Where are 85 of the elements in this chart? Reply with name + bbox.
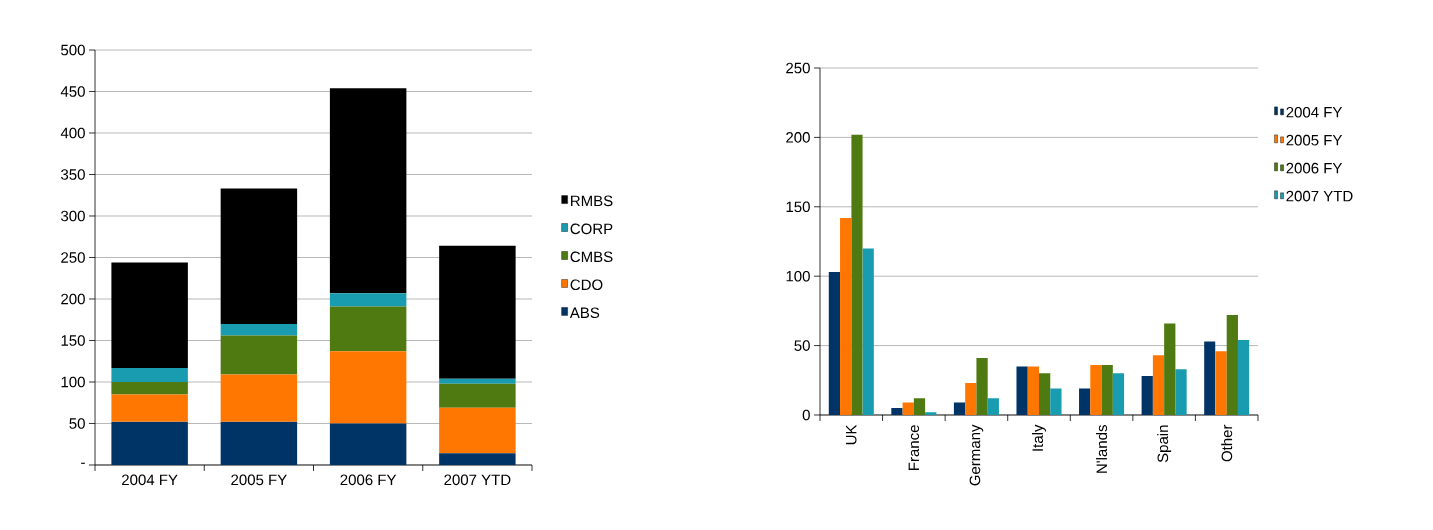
y-tick-label: - xyxy=(81,462,85,464)
y-tick-label: 450 xyxy=(60,86,85,97)
bar xyxy=(220,335,298,375)
bar xyxy=(1027,366,1039,415)
bar xyxy=(111,367,188,382)
bar xyxy=(1141,376,1153,415)
legend-label: 2004 FY xyxy=(1286,106,1343,118)
bar xyxy=(828,272,841,415)
bar xyxy=(111,421,188,465)
bar xyxy=(329,423,407,465)
bar xyxy=(220,421,298,465)
y-tick-label: 200 xyxy=(786,132,810,143)
y-tick-label: 350 xyxy=(61,169,85,180)
legend-label: ABS xyxy=(569,307,600,319)
x-tick-label: N'lands xyxy=(1096,425,1108,473)
legend-label: 2007 YTD xyxy=(1286,190,1353,202)
legend-label: 2006 FY xyxy=(1286,162,1343,174)
bar xyxy=(439,407,516,454)
bar xyxy=(111,262,188,368)
bar xyxy=(439,245,516,379)
bar xyxy=(329,88,407,294)
legend-label: RMBS xyxy=(571,195,613,207)
y-tick-label: 100 xyxy=(786,270,810,282)
y-tick-label: 400 xyxy=(60,127,85,139)
y-tick-label: 50 xyxy=(69,418,85,429)
x-tick-label: UK xyxy=(846,424,857,445)
y-tick-label: 150 xyxy=(786,201,810,213)
bar xyxy=(1090,365,1102,415)
bar xyxy=(439,453,516,465)
bar xyxy=(891,408,903,415)
bar xyxy=(976,358,988,415)
x-tick-label: 2004 FY xyxy=(122,474,178,486)
bar xyxy=(1215,351,1227,415)
bar xyxy=(1112,373,1125,415)
y-tick-label: 200 xyxy=(61,293,85,305)
bar xyxy=(329,306,407,352)
y-tick-label: 300 xyxy=(61,210,85,222)
x-tick-label: 2006 FY xyxy=(340,474,397,486)
x-tick-label: Germany xyxy=(969,424,984,486)
bar xyxy=(902,402,914,415)
bar xyxy=(1101,365,1113,415)
bar xyxy=(329,351,407,424)
legend-label: CMBS xyxy=(570,251,613,263)
bar xyxy=(111,381,188,395)
x-tick-label: France xyxy=(908,425,920,470)
bar xyxy=(220,323,298,336)
bar xyxy=(1237,340,1250,415)
bar xyxy=(439,378,516,384)
y-tick-label: 0 xyxy=(802,409,810,421)
legend-label: CORP xyxy=(570,223,613,235)
x-tick-label: 2007 YTD xyxy=(444,474,511,486)
y-tick-label: 50 xyxy=(794,340,810,351)
bar xyxy=(1164,323,1176,415)
y-tick-label: 100 xyxy=(61,376,85,388)
y-tick-label: 150 xyxy=(61,335,85,346)
bar xyxy=(1039,373,1051,415)
x-tick-label: Spain xyxy=(1157,425,1172,463)
y-tick-label: 250 xyxy=(786,62,810,74)
bar xyxy=(1079,388,1091,415)
x-tick-label: Italy xyxy=(1032,424,1046,451)
bar xyxy=(1016,366,1028,415)
bar xyxy=(220,188,298,324)
bar xyxy=(1226,315,1238,415)
bar xyxy=(840,217,852,415)
y-tick-label: 500 xyxy=(61,44,85,56)
bar xyxy=(439,383,516,408)
bar xyxy=(1175,369,1187,415)
bar xyxy=(965,383,977,415)
x-tick-label: 2005 FY xyxy=(231,474,287,486)
bar xyxy=(220,374,298,422)
bar xyxy=(111,394,188,422)
bar xyxy=(913,398,926,415)
legend-label: CDO xyxy=(570,279,603,291)
legend-label: 2005 FY xyxy=(1286,134,1343,146)
bar xyxy=(329,293,407,307)
bar xyxy=(1152,355,1165,415)
y-tick-label: 250 xyxy=(61,252,85,263)
x-tick-label: Other xyxy=(1221,424,1233,462)
bar xyxy=(953,402,966,415)
bar xyxy=(1204,341,1216,415)
bar xyxy=(987,398,999,415)
bar xyxy=(925,412,937,415)
bar xyxy=(862,248,874,415)
bar xyxy=(1050,388,1062,415)
bar xyxy=(851,134,863,415)
